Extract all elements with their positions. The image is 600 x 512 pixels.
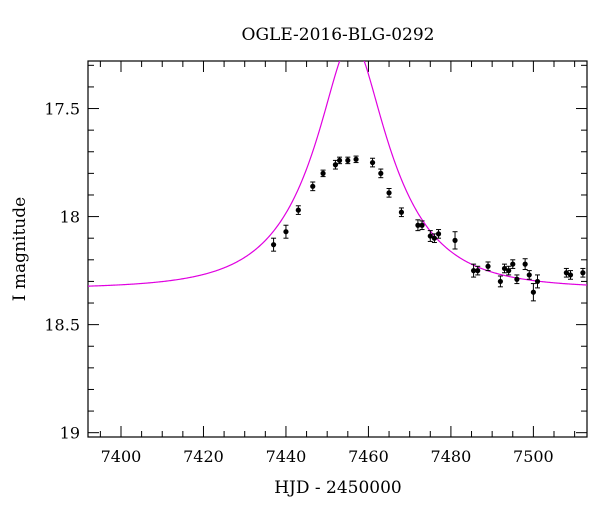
point-marker	[435, 231, 442, 237]
data-point	[270, 237, 277, 252]
data-point	[345, 156, 351, 165]
x-tick-label: 7480	[431, 447, 472, 466]
data-point	[419, 220, 425, 231]
data-point	[506, 265, 512, 276]
data-point	[470, 263, 477, 278]
point-marker	[295, 207, 301, 213]
data-point	[295, 205, 301, 215]
data-point	[415, 219, 421, 232]
point-marker	[580, 270, 586, 276]
data-point	[475, 265, 481, 276]
point-marker	[353, 156, 359, 162]
point-marker	[485, 263, 491, 269]
point-marker	[470, 268, 477, 274]
data-point	[332, 159, 339, 170]
point-marker	[345, 157, 351, 164]
point-marker	[310, 183, 316, 189]
plot-frame	[87, 60, 588, 438]
y-tick-label: 19	[60, 424, 80, 443]
x-tick-label: 7420	[183, 447, 224, 466]
data-point	[427, 230, 433, 242]
y-tick-label: 17.5	[44, 100, 80, 119]
data-point	[378, 168, 384, 179]
point-marker	[369, 159, 376, 166]
point-marker	[332, 162, 339, 168]
x-tick-labels: 7400 7420 7440 7460 7480 7500	[101, 447, 554, 466]
point-marker	[501, 265, 508, 272]
data-point	[510, 259, 516, 269]
y-tick-label: 18.5	[44, 316, 80, 335]
data-point	[336, 156, 343, 165]
axis-ticks	[88, 61, 587, 437]
y-axis-label: I magnitude	[10, 197, 30, 301]
data-point	[452, 231, 458, 250]
point-marker	[514, 276, 520, 282]
y-tick-label: 18	[60, 208, 80, 227]
point-marker	[398, 209, 405, 215]
x-tick-label: 7400	[101, 447, 142, 466]
data-point	[522, 258, 528, 271]
point-marker	[475, 268, 481, 274]
data-point	[534, 274, 541, 289]
data-point	[310, 181, 316, 192]
data-point	[497, 275, 503, 288]
x-tick-label: 7500	[513, 447, 554, 466]
data-point	[435, 229, 442, 239]
point-marker	[419, 222, 425, 228]
data-point	[530, 283, 536, 302]
data-point	[563, 267, 569, 278]
data-point	[386, 187, 392, 198]
point-marker	[522, 261, 528, 267]
y-tick-labels: 17.5 18 18.5 19	[44, 100, 80, 443]
data-point	[501, 263, 508, 274]
chart-title: OGLE-2016-BLG-0292	[242, 25, 435, 45]
data-point	[526, 270, 532, 280]
x-tick-label: 7460	[348, 447, 389, 466]
data-point	[283, 224, 289, 239]
point-marker	[320, 170, 326, 176]
point-marker	[452, 237, 458, 243]
point-marker	[563, 270, 569, 276]
data-point	[353, 155, 359, 164]
data-point	[398, 207, 405, 218]
data-point	[369, 157, 376, 168]
point-marker	[386, 190, 392, 196]
point-marker	[415, 222, 421, 228]
point-marker	[534, 278, 541, 285]
data-point	[320, 169, 326, 178]
point-marker	[431, 235, 438, 241]
x-axis-label: HJD - 2450000	[274, 478, 402, 498]
point-marker	[336, 157, 343, 164]
x-tick-label: 7440	[266, 447, 307, 466]
data-point	[514, 274, 520, 285]
point-marker	[497, 278, 503, 285]
point-marker	[530, 289, 536, 295]
point-marker	[378, 170, 384, 176]
point-marker	[510, 261, 516, 267]
data-point	[485, 261, 491, 272]
point-marker	[427, 233, 433, 239]
point-marker	[567, 272, 574, 278]
point-marker	[506, 268, 512, 274]
point-marker	[526, 272, 532, 278]
data-point	[580, 267, 586, 278]
data-points	[270, 155, 586, 302]
point-marker	[270, 242, 277, 248]
data-point	[567, 270, 574, 280]
point-marker	[283, 229, 289, 235]
model-fit-curve	[88, 61, 587, 287]
